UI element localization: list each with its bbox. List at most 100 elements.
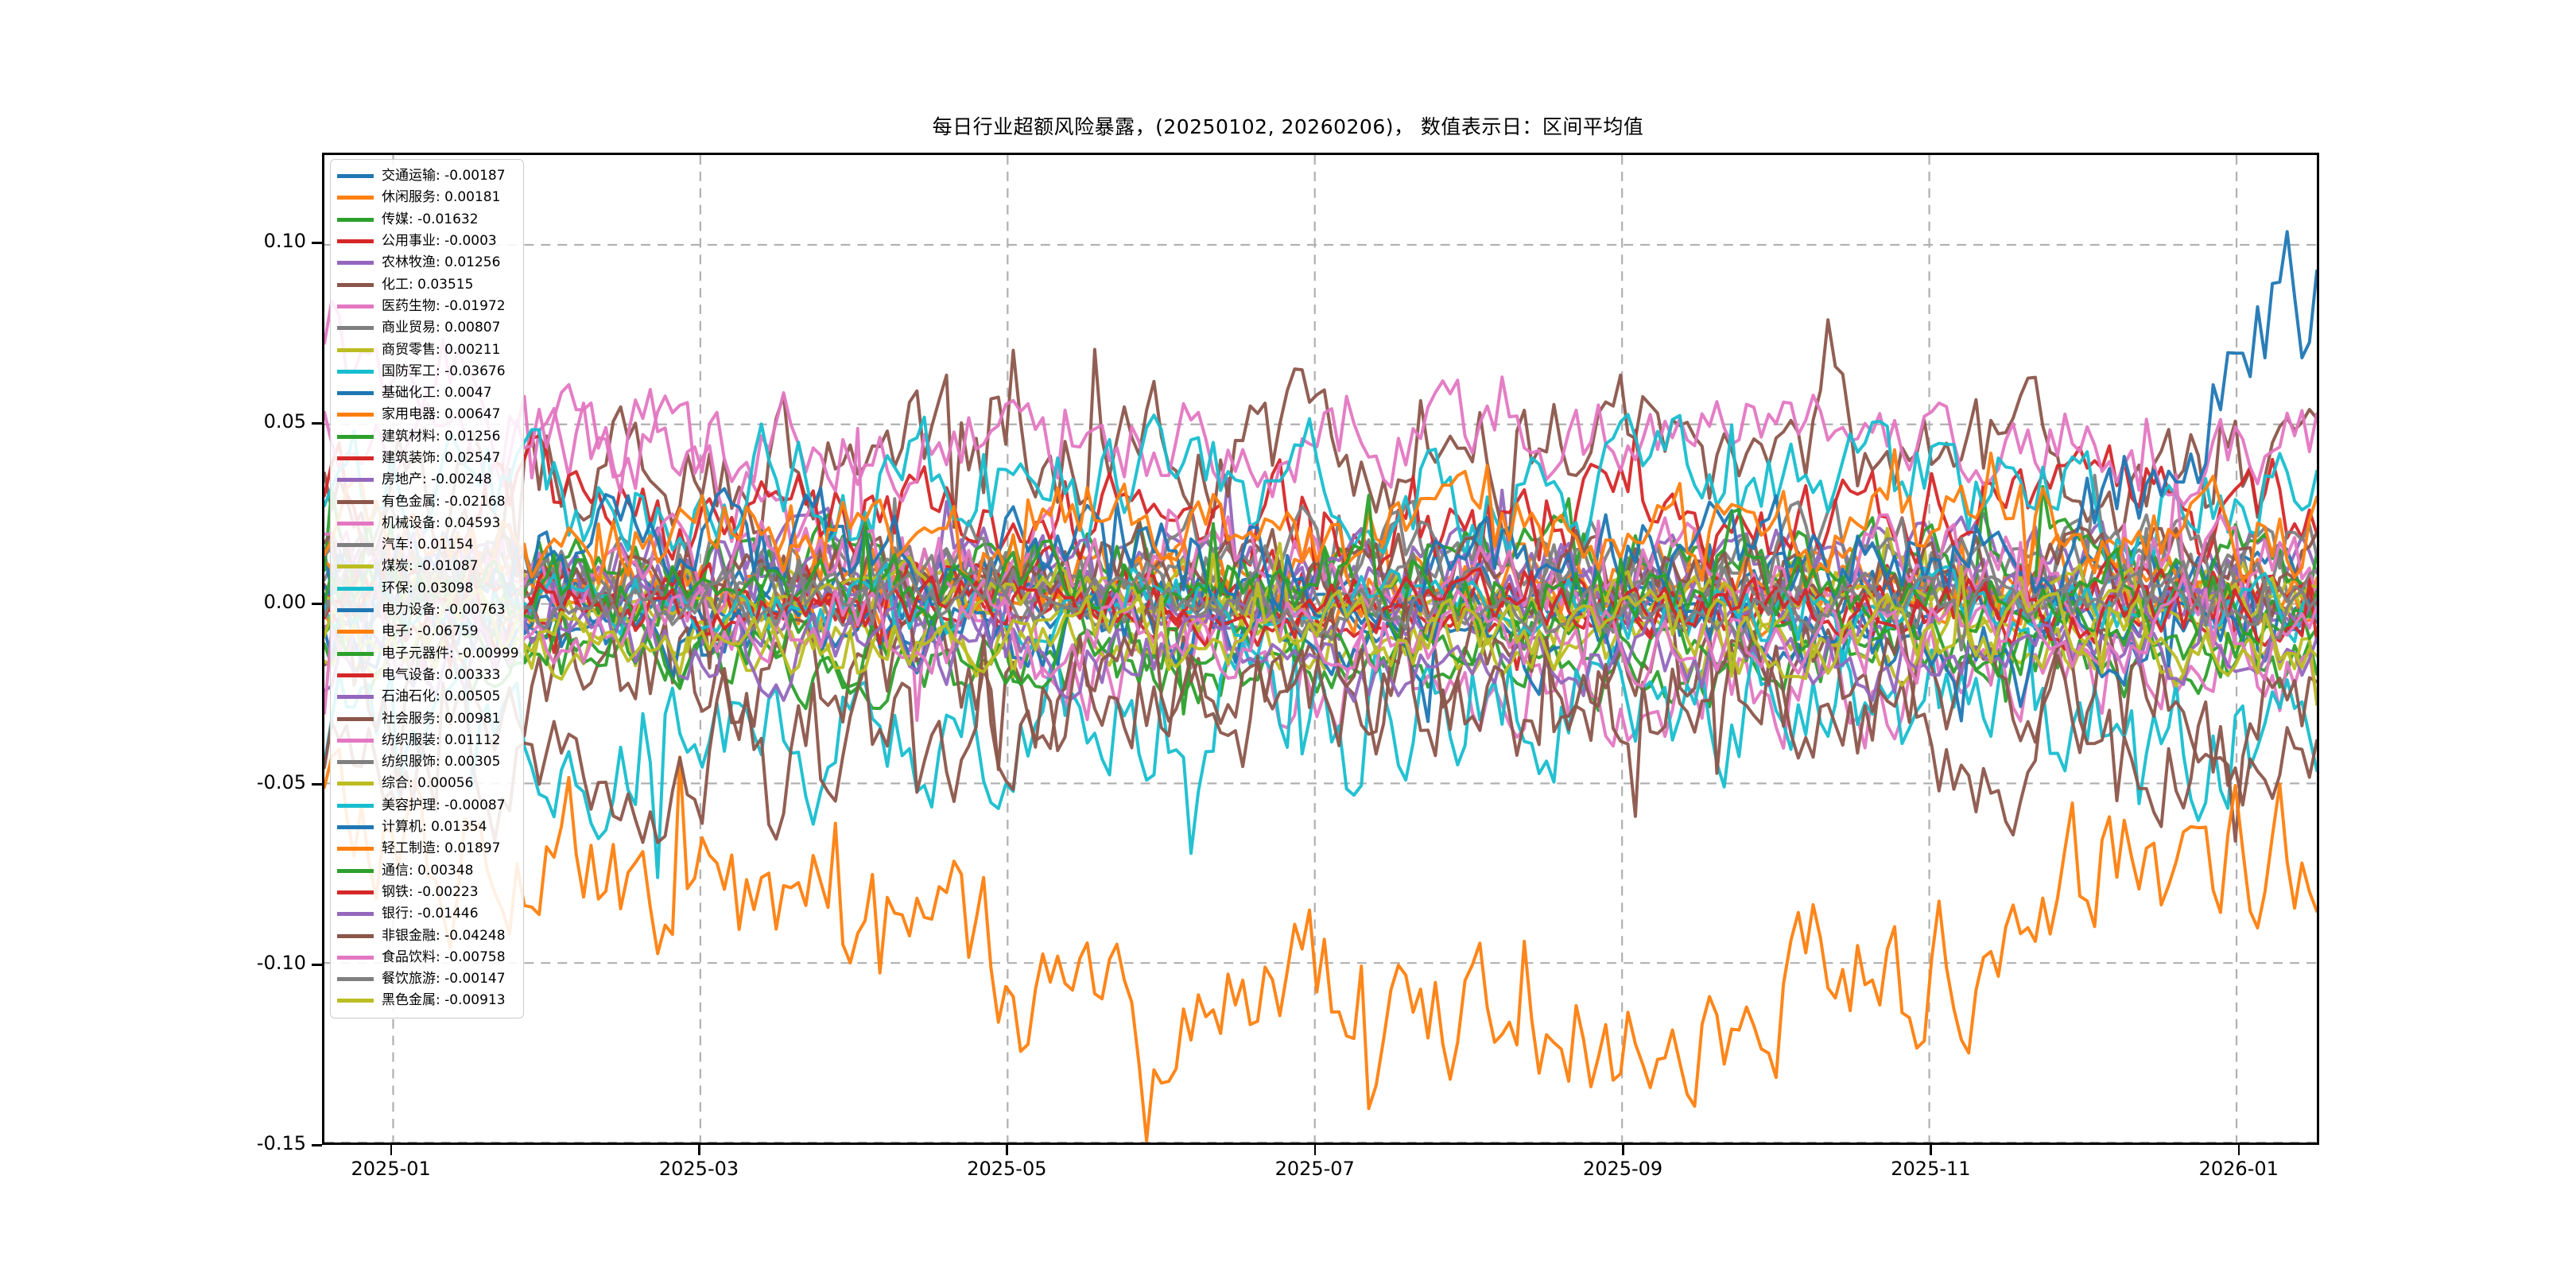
legend-item[interactable]: 建筑材料: 0.01256 (337, 426, 517, 448)
legend-color-swatch (337, 196, 374, 200)
legend-label: 汽车: 0.01154 (382, 537, 474, 553)
legend-item[interactable]: 黑色金属: -0.00913 (337, 990, 517, 1011)
legend-item[interactable]: 汽车: 0.01154 (337, 534, 517, 556)
legend-label: 建筑材料: 0.01256 (382, 428, 501, 444)
legend-item[interactable]: 石油石化: 0.00505 (337, 686, 517, 708)
legend-color-swatch (337, 413, 374, 417)
x-tick-mark (698, 1145, 700, 1155)
y-tick-label: 0.00 (263, 591, 306, 614)
legend-item[interactable]: 医药生物: -0.01972 (337, 296, 517, 317)
plot-inner (324, 155, 2317, 1143)
legend-label: 休闲服务: 0.00181 (382, 189, 501, 206)
legend-item[interactable]: 化工: 0.03515 (337, 274, 517, 295)
legend-item[interactable]: 钢铁: -0.00223 (337, 882, 517, 903)
legend-label: 食品饮料: -0.00758 (382, 949, 506, 965)
legend-color-swatch (337, 239, 374, 244)
x-tick-mark (1006, 1145, 1008, 1155)
legend-label: 家用电器: 0.00647 (382, 406, 501, 423)
legend-label: 轻工制造: 0.01897 (382, 840, 501, 857)
legend-label: 黑色金属: -0.00913 (382, 992, 506, 1009)
legend-color-swatch (337, 890, 374, 894)
legend-color-swatch (337, 282, 374, 287)
legend-item[interactable]: 基础化工: 0.0047 (337, 382, 517, 404)
x-tick-mark (390, 1145, 393, 1155)
legend-item[interactable]: 电力设备: -0.00763 (337, 599, 517, 621)
legend-item[interactable]: 电子: -0.06759 (337, 621, 517, 642)
legend-item[interactable]: 家用电器: 0.00647 (337, 404, 517, 425)
legend-item[interactable]: 交通运输: -0.00187 (337, 165, 517, 187)
legend-label: 社会服务: 0.00981 (382, 710, 501, 727)
legend-label: 钢铁: -0.00223 (382, 883, 479, 900)
legend-item[interactable]: 纺织服装: 0.01112 (337, 730, 517, 751)
legend-label: 国防军工: -0.03676 (382, 363, 506, 379)
legend-label: 交通运输: -0.00187 (382, 168, 506, 184)
legend-item[interactable]: 农林牧渔: 0.01256 (337, 252, 517, 274)
x-tick-mark (2237, 1145, 2240, 1155)
legend-item[interactable]: 房地产: -0.00248 (337, 469, 517, 491)
y-tick-label: 0.10 (263, 230, 306, 253)
legend-item[interactable]: 食品饮料: -0.00758 (337, 947, 517, 968)
y-tick-label: -0.10 (256, 952, 306, 975)
legend-label: 电子元器件: -0.00999 (382, 645, 519, 661)
legend-color-swatch (337, 651, 374, 656)
legend-item[interactable]: 纺织服饰: 0.00305 (337, 751, 517, 773)
legend-label: 基础化工: 0.0047 (382, 385, 492, 402)
legend-color-swatch (337, 630, 374, 634)
legend-item[interactable]: 煤炭: -0.01087 (337, 556, 517, 577)
legend-item[interactable]: 国防军工: -0.03676 (337, 361, 517, 382)
legend-item[interactable]: 传媒: -0.01632 (337, 209, 517, 231)
legend-item[interactable]: 计算机: 0.01354 (337, 817, 517, 838)
legend-item[interactable]: 银行: -0.01446 (337, 903, 517, 925)
legend-item[interactable]: 社会服务: 0.00981 (337, 708, 517, 729)
legend-color-swatch (337, 217, 374, 222)
legend-color-swatch (337, 564, 374, 569)
legend-label: 房地产: -0.00248 (382, 471, 492, 488)
y-tick-mark (312, 422, 322, 425)
legend-item[interactable]: 综合: 0.00056 (337, 773, 517, 794)
x-tick-label: 2025-09 (1582, 1158, 1663, 1180)
legend-color-swatch (337, 499, 374, 504)
legend-label: 电子: -0.06759 (382, 623, 479, 640)
legend-item[interactable]: 环保: 0.03098 (337, 578, 517, 599)
legend-color-swatch (337, 521, 374, 526)
legend-item[interactable]: 电子元器件: -0.00999 (337, 643, 519, 665)
y-tick-label: -0.15 (256, 1132, 306, 1154)
legend-label: 电气设备: 0.00333 (382, 666, 501, 683)
legend-item[interactable]: 非银金融: -0.04248 (337, 925, 517, 946)
legend-label: 计算机: 0.01354 (382, 819, 487, 836)
legend-color-swatch (337, 803, 374, 808)
legend-item[interactable]: 机械设备: 0.04593 (337, 513, 517, 534)
legend-item[interactable]: 公用事业: -0.0003 (337, 231, 517, 252)
legend-color-swatch (337, 586, 374, 591)
legend-item[interactable]: 轻工制造: 0.01897 (337, 838, 517, 859)
legend-color-swatch (337, 391, 374, 396)
x-tick-mark (1930, 1145, 1932, 1155)
legend-color-swatch (337, 478, 374, 483)
x-tick-label: 2025-11 (1891, 1158, 1971, 1180)
legend-item[interactable]: 有色金属: -0.02168 (337, 491, 517, 512)
legend-color-swatch (337, 347, 374, 352)
x-tick-label: 2025-01 (351, 1158, 431, 1180)
legend-color-swatch (337, 695, 374, 700)
legend-label: 公用事业: -0.0003 (382, 233, 497, 250)
legend-item[interactable]: 餐饮旅游: -0.00147 (337, 968, 517, 990)
legend-color-swatch (337, 847, 374, 852)
x-tick-mark (1313, 1145, 1317, 1155)
y-tick-mark (312, 783, 322, 786)
legend-label: 商业贸易: 0.00807 (382, 320, 501, 336)
legend-item[interactable]: 通信: 0.00348 (337, 860, 517, 882)
legend-item[interactable]: 建筑装饰: 0.02547 (337, 448, 517, 469)
chart-legend: 交通运输: -0.00187 休闲服务: 0.00181 传媒: -0.01632 公… (330, 159, 524, 1018)
legend-color-swatch (337, 434, 374, 439)
legend-item[interactable]: 美容护理: -0.00087 (337, 795, 517, 817)
x-tick-label: 2025-05 (967, 1158, 1047, 1180)
legend-item[interactable]: 商贸零售: 0.00211 (337, 339, 517, 360)
legend-color-swatch (337, 977, 374, 982)
legend-color-swatch (337, 933, 374, 938)
legend-color-swatch (337, 326, 374, 331)
x-tick-mark (1622, 1145, 1624, 1155)
legend-item[interactable]: 商业贸易: 0.00807 (337, 317, 517, 339)
legend-item[interactable]: 休闲服务: 0.00181 (337, 187, 517, 208)
legend-item[interactable]: 电气设备: 0.00333 (337, 665, 517, 686)
